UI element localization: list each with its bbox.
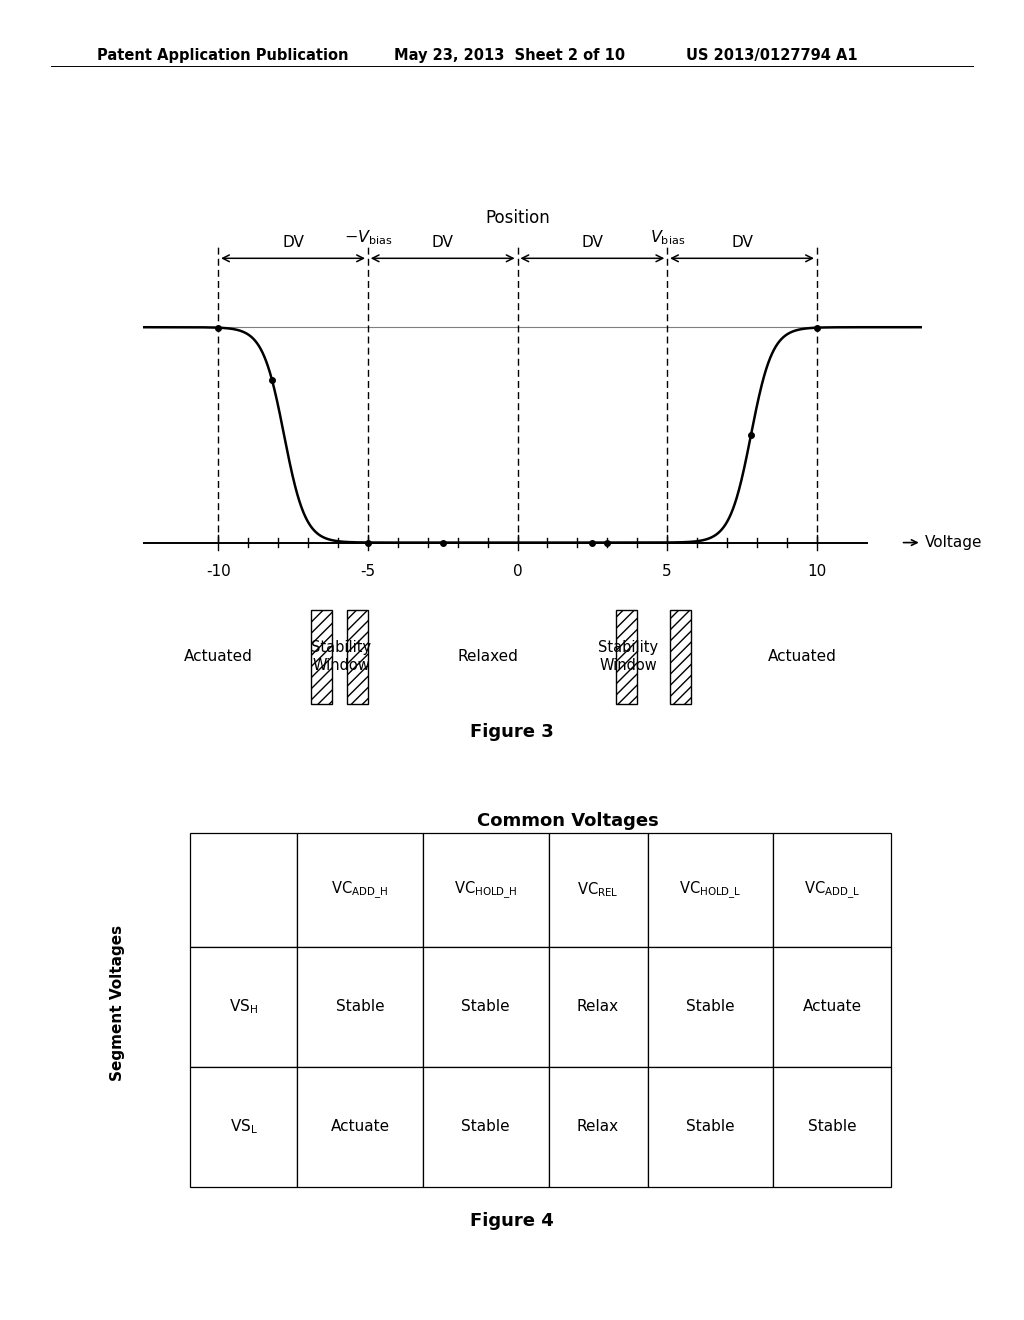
Text: Position: Position [485, 209, 550, 227]
Bar [297, 1067, 423, 1187]
Text: Relaxed: Relaxed [457, 649, 518, 664]
Text: Stable: Stable [462, 999, 510, 1014]
Text: Actuate: Actuate [331, 1119, 389, 1134]
Bar [423, 833, 549, 946]
Text: -10: -10 [206, 564, 230, 579]
Bar [311, 610, 332, 704]
Bar [773, 833, 891, 946]
Text: VC$_{\mathsf{HOLD\_H}}$: VC$_{\mathsf{HOLD\_H}}$ [454, 879, 517, 900]
Text: Figure 3: Figure 3 [470, 723, 554, 742]
Text: VS$_\mathsf{L}$: VS$_\mathsf{L}$ [229, 1118, 258, 1137]
Bar [647, 833, 773, 946]
Text: DV: DV [731, 235, 753, 249]
Text: 10: 10 [807, 564, 826, 579]
Text: 5: 5 [663, 564, 672, 579]
Bar [773, 1067, 891, 1187]
Text: DV: DV [582, 235, 603, 249]
Bar [647, 1067, 773, 1187]
Text: Actuated: Actuated [183, 649, 253, 664]
Bar [423, 946, 549, 1067]
Bar [190, 946, 297, 1067]
Text: -5: -5 [360, 564, 376, 579]
Bar [616, 610, 637, 704]
Bar [549, 1067, 647, 1187]
Text: Segment Voltages: Segment Voltages [111, 925, 125, 1081]
Text: DV: DV [282, 235, 304, 249]
Text: Stable: Stable [686, 1119, 735, 1134]
Bar [190, 1067, 297, 1187]
Text: VC$_{\mathsf{ADD\_H}}$: VC$_{\mathsf{ADD\_H}}$ [332, 879, 388, 900]
Text: Voltage: Voltage [925, 535, 982, 550]
Text: Patent Application Publication: Patent Application Publication [97, 48, 349, 62]
Bar [297, 833, 423, 946]
Text: Actuate: Actuate [803, 999, 862, 1014]
Text: VS$_\mathsf{H}$: VS$_\mathsf{H}$ [229, 998, 258, 1016]
Bar [647, 946, 773, 1067]
Text: US 2013/0127794 A1: US 2013/0127794 A1 [686, 48, 858, 62]
Bar [549, 946, 647, 1067]
Text: Stability
Window: Stability Window [598, 640, 658, 673]
Text: Common Voltages: Common Voltages [477, 812, 659, 830]
Text: Relax: Relax [577, 999, 620, 1014]
Text: Stable: Stable [686, 999, 735, 1014]
Bar [773, 946, 891, 1067]
Text: Stable: Stable [336, 999, 384, 1014]
Text: VC$_{\mathsf{ADD\_L}}$: VC$_{\mathsf{ADD\_L}}$ [805, 879, 860, 900]
Text: VC$_{\mathsf{HOLD\_L}}$: VC$_{\mathsf{HOLD\_L}}$ [679, 879, 741, 900]
Text: May 23, 2013  Sheet 2 of 10: May 23, 2013 Sheet 2 of 10 [394, 48, 626, 62]
Bar [297, 946, 423, 1067]
Bar [549, 833, 647, 946]
Text: Figure 4: Figure 4 [470, 1212, 554, 1230]
Text: DV: DV [432, 235, 454, 249]
Text: Stable: Stable [462, 1119, 510, 1134]
Text: $-V_\mathrm{bias}$: $-V_\mathrm{bias}$ [343, 228, 392, 247]
Bar [423, 1067, 549, 1187]
Bar [347, 610, 368, 704]
Bar [670, 610, 691, 704]
Text: 0: 0 [513, 564, 522, 579]
Text: Stability
Window: Stability Window [311, 640, 371, 673]
Text: Actuated: Actuated [767, 649, 837, 664]
Text: Relax: Relax [577, 1119, 620, 1134]
Text: $V_\mathrm{bias}$: $V_\mathrm{bias}$ [649, 228, 685, 247]
Text: Stable: Stable [808, 1119, 857, 1134]
Bar [190, 833, 297, 946]
Text: VC$_{\mathsf{REL}}$: VC$_{\mathsf{REL}}$ [578, 880, 618, 899]
